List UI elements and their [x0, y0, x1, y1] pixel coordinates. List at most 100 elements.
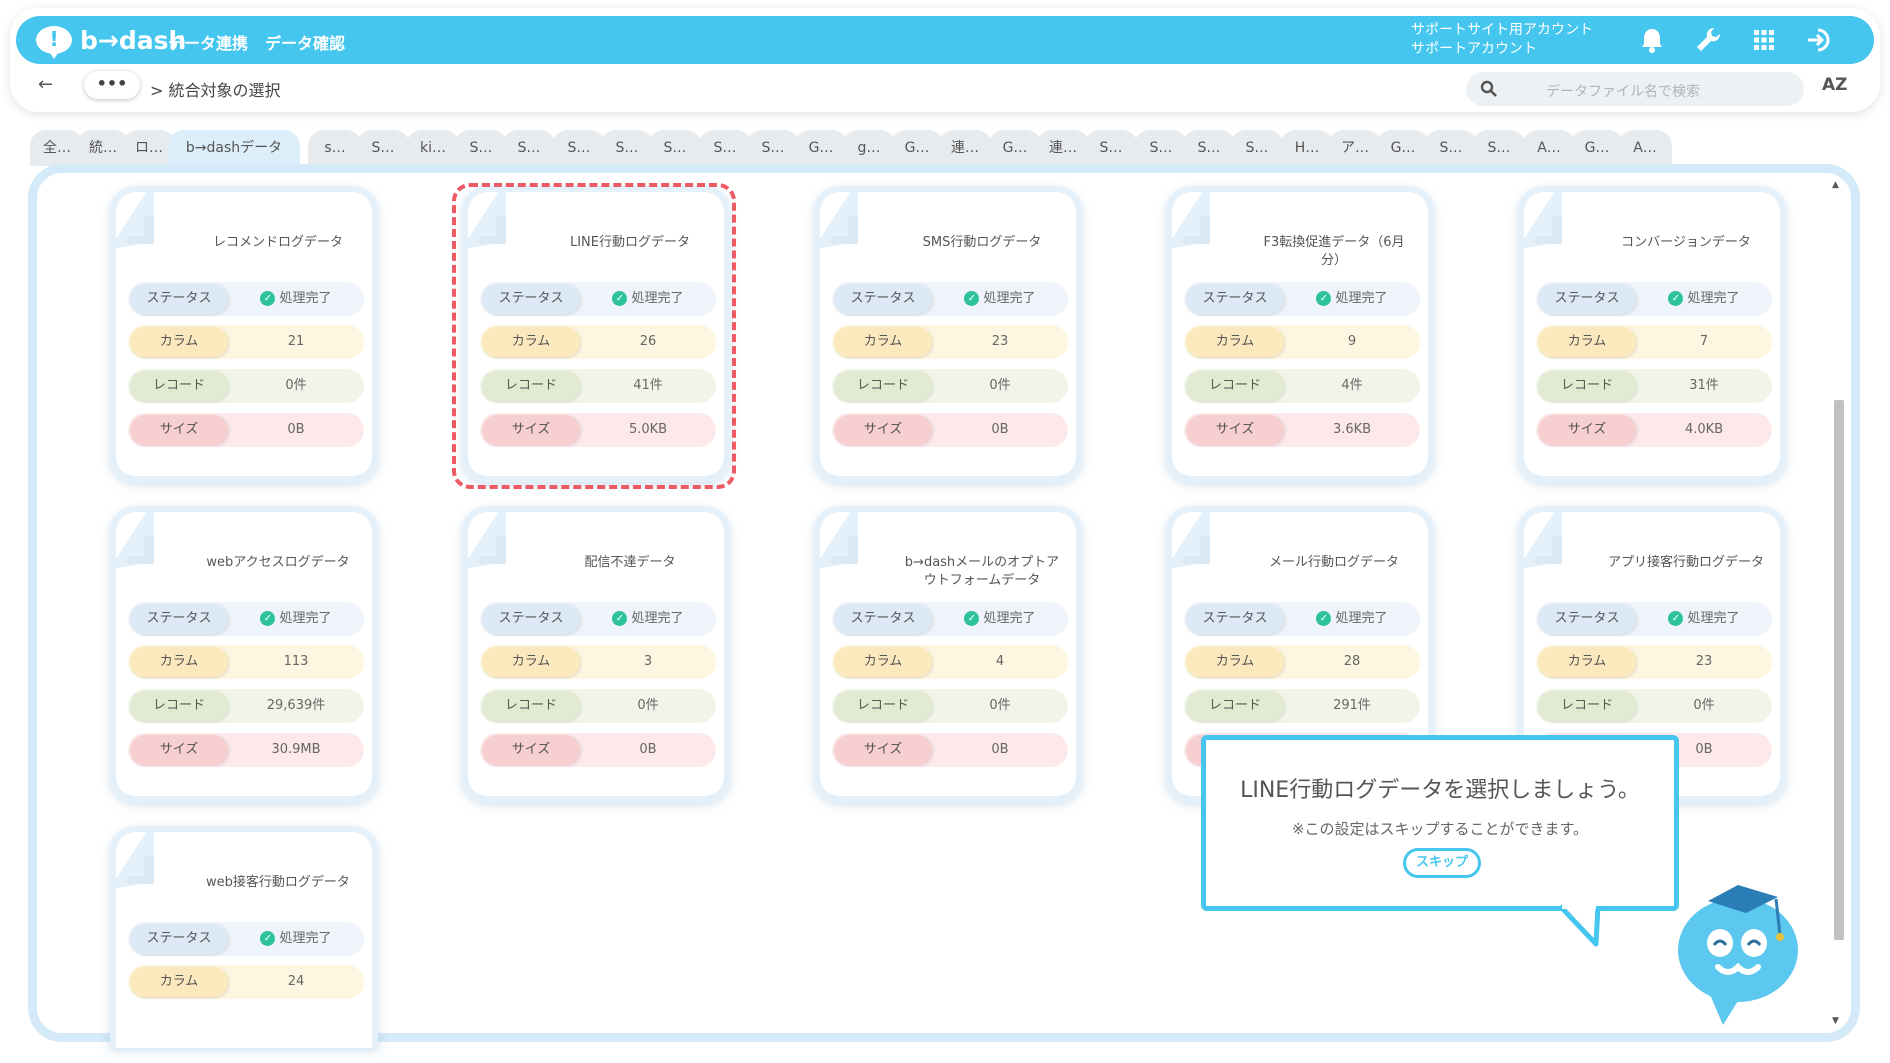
records-label: レコード	[1186, 691, 1284, 721]
tab-24[interactable]: H…	[1280, 130, 1334, 166]
data-file-card[interactable]: F3転換促進データ（6月分） ステータス ✓ 処理完了 カラム 9 レコード 4件 サイズ 3.6…	[1166, 186, 1434, 482]
size-label: サイズ	[130, 415, 228, 445]
records-pill: レコード 41件	[480, 369, 716, 403]
tab-11[interactable]: S…	[648, 130, 702, 166]
records-label: レコード	[1186, 371, 1284, 401]
tab-22[interactable]: S…	[1182, 130, 1236, 166]
tab-13[interactable]: S…	[746, 130, 800, 166]
wrench-icon[interactable]	[1692, 24, 1724, 56]
status-value: ✓ 処理完了	[1284, 602, 1420, 636]
status-text: 処理完了	[1687, 611, 1740, 626]
tab-23[interactable]: S…	[1230, 130, 1284, 166]
data-file-card[interactable]: コンバージョンデータ ステータス ✓ 処理完了 カラム 7 レコード 31件 サイズ 4.0KB	[1518, 186, 1786, 482]
status-label: ステータス	[482, 604, 580, 634]
tab-31[interactable]: A…	[1618, 130, 1672, 166]
size-label: サイズ	[130, 735, 228, 765]
scroll-up-icon[interactable]: ▲	[1832, 180, 1839, 190]
grid-icon[interactable]	[1748, 24, 1780, 56]
back-arrow-icon[interactable]: ←	[38, 74, 54, 95]
status-label: ステータス	[482, 284, 580, 314]
tab-5[interactable]: S…	[356, 130, 410, 166]
tab-17[interactable]: 連…	[938, 130, 992, 166]
scrollbar[interactable]: ▲ ▼	[1830, 176, 1844, 1034]
records-label: レコード	[482, 371, 580, 401]
data-file-card[interactable]: web接客行動ログデータ ステータス ✓ 処理完了 カラム 24	[110, 826, 378, 1048]
tab-25[interactable]: ア…	[1328, 130, 1382, 166]
records-value: 0件	[285, 378, 307, 393]
tab-26[interactable]: G…	[1376, 130, 1430, 166]
tab-21[interactable]: S…	[1134, 130, 1188, 166]
columns-pill: カラム 28	[1184, 645, 1420, 679]
check-circle-icon: ✓	[612, 611, 628, 626]
skip-button[interactable]: スキップ	[1403, 848, 1481, 878]
status-text: 処理完了	[983, 611, 1036, 626]
columns-label: カラム	[1538, 327, 1636, 357]
status-label: ステータス	[1538, 284, 1636, 314]
records-value: 29,639件	[266, 698, 326, 713]
columns-pill: カラム 23	[832, 325, 1068, 359]
tab-3[interactable]: b→dashデータ	[168, 130, 300, 166]
tab-20[interactable]: S…	[1084, 130, 1138, 166]
records-label: レコード	[482, 691, 580, 721]
records-pill: レコード 291件	[1184, 689, 1420, 723]
tab-7[interactable]: S…	[454, 130, 508, 166]
tab-6[interactable]: ki…	[406, 130, 460, 166]
tab-28[interactable]: S…	[1472, 130, 1526, 166]
tab-0[interactable]: 全…	[30, 130, 84, 166]
bell-icon[interactable]	[1636, 24, 1668, 56]
tab-9[interactable]: S…	[552, 130, 606, 166]
tab-8[interactable]: S…	[502, 130, 556, 166]
check-circle-icon: ✓	[1316, 291, 1332, 306]
data-file-card[interactable]: SMS行動ログデータ ステータス ✓ 処理完了 カラム 23 レコード 0件 サイズ 0B	[814, 186, 1082, 482]
search-box[interactable]: データファイル名で検索	[1466, 72, 1804, 106]
check-circle-icon: ✓	[260, 291, 276, 306]
data-file-card[interactable]: 配信不達データ ステータス ✓ 処理完了 カラム 3 レコード 0件 サイズ 0B	[462, 506, 730, 802]
card-title: webアクセスログデータ	[206, 555, 350, 570]
columns-value: 28	[1343, 654, 1361, 669]
tab-14[interactable]: G…	[794, 130, 848, 166]
search-icon	[1480, 80, 1497, 97]
file-tabs: 全… 統… ロ… b→dashデータ s… S… ki… S… S… S… S… S… S… S… G… g……	[30, 130, 1870, 166]
tab-2[interactable]: ロ…	[122, 130, 176, 166]
size-value: 4.0KB	[1684, 422, 1724, 437]
data-file-card[interactable]: b→dashメールのオプトアウトフォームデータ ステータス ✓ 処理完了 カラム 4 レコー…	[814, 506, 1082, 802]
data-file-card[interactable]: レコメンドログデータ ステータス ✓ 処理完了 カラム 21 レコード 0件 サイズ 0B	[110, 186, 378, 482]
file-corner-icon	[1518, 506, 1588, 568]
tab-1[interactable]: 統…	[76, 130, 130, 166]
tab-10[interactable]: S…	[600, 130, 654, 166]
size-pill: サイズ 0B	[480, 733, 716, 767]
records-pill: レコード 29,639件	[128, 689, 364, 723]
nav-data-link[interactable]: データ連携	[168, 34, 249, 53]
file-corner-icon	[814, 506, 884, 568]
columns-pill: カラム 24	[128, 965, 364, 999]
sort-az-button[interactable]: AZ	[1822, 75, 1848, 95]
top-bar: ! b→dash データ連携 データ確認 サポートサイト用アカウント サポートア…	[16, 16, 1874, 64]
nav-data-check[interactable]: データ確認	[265, 34, 346, 53]
size-value: 0B	[287, 422, 305, 437]
columns-value: 3	[643, 654, 653, 669]
tab-18[interactable]: G…	[988, 130, 1042, 166]
tab-4[interactable]: s…	[308, 130, 362, 166]
scrollbar-thumb[interactable]	[1834, 400, 1844, 940]
tab-27[interactable]: S…	[1424, 130, 1478, 166]
data-file-card[interactable]: webアクセスログデータ ステータス ✓ 処理完了 カラム 113 レコード 29,639件サ…	[110, 506, 378, 802]
columns-value: 26	[639, 334, 657, 349]
card-title: F3転換促進データ（6月分）	[1263, 235, 1405, 268]
status-text: 処理完了	[1335, 611, 1388, 626]
data-file-card[interactable]: LINE行動ログデータ ステータス ✓ 処理完了 カラム 26 レコード 41件 サイズ 5.0K…	[462, 186, 730, 482]
tab-30[interactable]: G…	[1570, 130, 1624, 166]
tab-29[interactable]: A…	[1522, 130, 1576, 166]
tab-12[interactable]: S…	[698, 130, 752, 166]
check-circle-icon: ✓	[260, 931, 276, 946]
logo[interactable]: ! b→dash	[36, 22, 186, 59]
breadcrumb-more-button[interactable]: •••	[84, 71, 140, 99]
account-info[interactable]: サポートサイト用アカウント サポートアカウント	[1411, 21, 1593, 59]
check-circle-icon: ✓	[964, 611, 980, 626]
tab-19[interactable]: 連…	[1036, 130, 1090, 166]
logout-icon[interactable]	[1804, 24, 1836, 56]
check-circle-icon: ✓	[260, 611, 276, 626]
tab-16[interactable]: G…	[890, 130, 944, 166]
tab-15[interactable]: g…	[842, 130, 896, 166]
scroll-down-icon[interactable]: ▼	[1832, 1016, 1839, 1026]
status-pill: ステータス ✓ 処理完了	[1536, 282, 1772, 316]
